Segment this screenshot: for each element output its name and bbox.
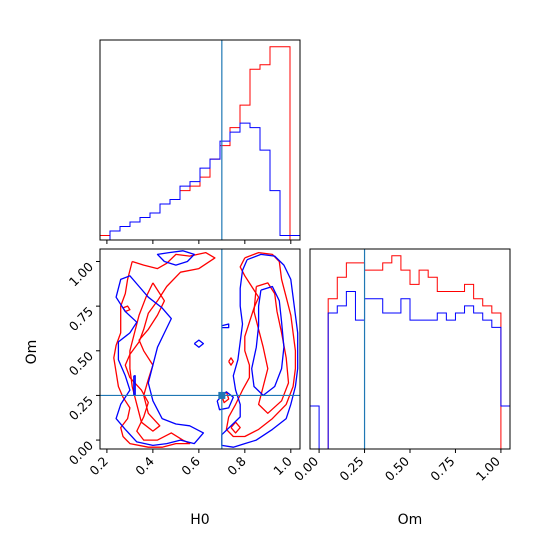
hist-Om-xtick-label: 0.25	[336, 454, 366, 484]
contour-line-red	[113, 251, 216, 448]
contour-line-blue	[221, 323, 230, 329]
contour-ytick-label: 0.50	[66, 348, 96, 378]
contour-line-red	[129, 282, 166, 432]
contour-frame	[99, 248, 301, 450]
truth-marker	[218, 391, 226, 399]
hist-Om-step-red	[310, 255, 510, 449]
contour-xtick-label: 0.8	[224, 453, 249, 478]
hist-Om-xtick-label: 0.00	[291, 453, 321, 483]
contour-line-red	[228, 357, 234, 366]
contour-ytick-label: 0.25	[66, 393, 96, 423]
hist-Om-xtick-label: 1.00	[473, 453, 503, 483]
contour-series-group	[100, 249, 300, 449]
contour-ytick-label: 1.00	[66, 259, 96, 289]
contour-line-blue	[133, 375, 136, 397]
hist-H0-step-blue	[100, 122, 300, 240]
hist-Om-panel: 0.00 0.25 0.50 0.75 1.00	[291, 248, 511, 484]
hist-H0-frame	[99, 39, 301, 241]
contour-line-blue	[156, 250, 195, 266]
contour-xtick-label: 0.2	[86, 454, 111, 479]
contour-line-blue	[115, 275, 205, 447]
y-axis-label-Om: Om	[24, 340, 40, 365]
hist-Om-xtick-label: 0.50	[382, 453, 412, 483]
contour-xtick-label: 0.6	[178, 453, 203, 478]
contour-line-blue	[193, 339, 205, 348]
contour-line-blue	[251, 285, 285, 397]
contour-line-red	[230, 421, 241, 434]
contour-ytick-label: 0.75	[66, 304, 96, 334]
hist-Om-xtick-label: 0.75	[427, 454, 457, 484]
hist-H0-series-group	[100, 40, 300, 240]
hist-Om-series-group	[310, 249, 510, 449]
hist-H0-step-red	[100, 46, 300, 240]
contour-line-red	[225, 251, 297, 438]
contour-line-red	[253, 282, 290, 414]
hist-H0-panel	[99, 39, 301, 244]
hist-Om-step-blue	[310, 291, 510, 449]
contour-line-blue	[221, 253, 299, 448]
x-axis-label-H0: H0	[190, 512, 209, 528]
contour-xtick-label: 0.4	[132, 453, 157, 478]
x-axis-label-Om: Om	[398, 512, 423, 528]
contour-H0-Om-panel: 0.2 0.4 0.6 0.8 1.00.000.250.500.751.00	[66, 248, 301, 479]
